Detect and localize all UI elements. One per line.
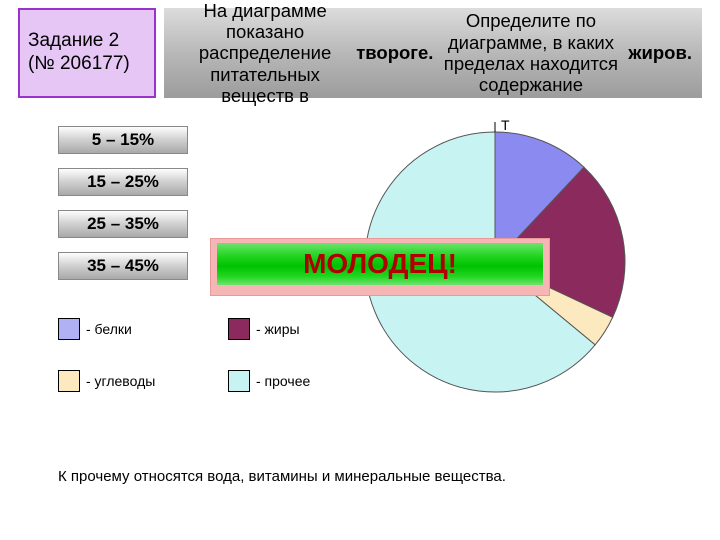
question-box: На диаграмме показано распределение пита… [164,8,702,98]
legend-swatch [228,318,250,340]
legend-label: - белки [86,321,132,337]
answer-option-3[interactable]: 25 – 35% [58,210,188,238]
feedback-text: МОЛОДЕЦ! [217,243,543,285]
footnote: К прочему относятся вода, витамины и мин… [58,468,506,485]
header-row: Задание 2 (№ 206177) На диаграмме показа… [0,0,720,98]
legend-item-0: - белки [58,318,218,340]
answer-options: 5 – 15% 15 – 25% 25 – 35% 35 – 45% [58,126,188,280]
feedback-overlay: МОЛОДЕЦ! [210,238,550,296]
task-number-text: Задание 2 (№ 206177) [28,30,146,76]
legend-label: - углеводы [86,373,155,389]
legend-swatch [58,318,80,340]
pie-tick-label: T [501,117,510,133]
legend-label: - жиры [256,321,300,337]
task-number-box: Задание 2 (№ 206177) [18,8,156,98]
answer-option-4[interactable]: 35 – 45% [58,252,188,280]
content-area: 5 – 15% 15 – 25% 25 – 35% 35 – 45% - белки -… [0,98,720,528]
legend-swatch [228,370,250,392]
legend-swatch [58,370,80,392]
answer-option-1[interactable]: 5 – 15% [58,126,188,154]
legend-label: - прочее [256,373,310,389]
legend-item-2: - углеводы [58,370,218,392]
answer-option-2[interactable]: 15 – 25% [58,168,188,196]
